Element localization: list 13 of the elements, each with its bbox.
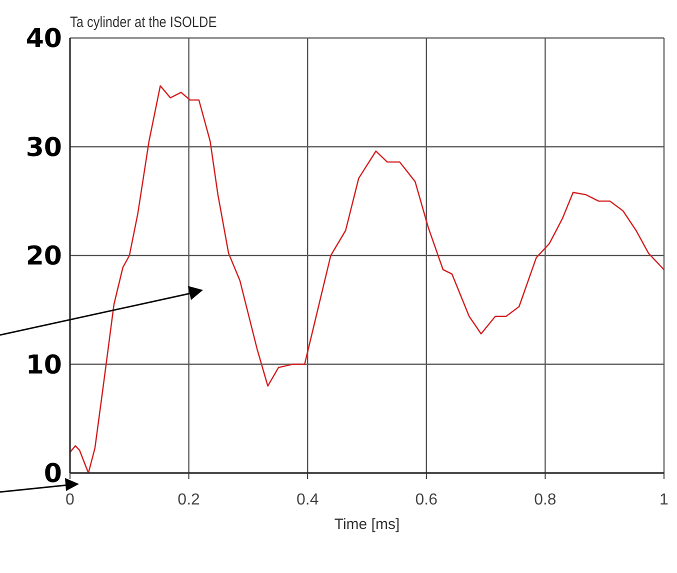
y-tick-label: 40 — [26, 24, 62, 54]
x-tick-label: 0.2 — [178, 491, 200, 508]
x-tick-label: 1 — [660, 491, 669, 508]
y-tick-label: 10 — [26, 350, 62, 380]
x-tick-label: 0 — [66, 491, 75, 508]
x-tick-label: 0.8 — [534, 491, 556, 508]
x-tick-label: 0.6 — [415, 491, 438, 508]
y-tick-label: 20 — [26, 242, 62, 272]
y-tick-label: 0 — [44, 459, 62, 490]
x-tick-label: 0.4 — [296, 491, 319, 508]
y-tick-label: 30 — [26, 132, 62, 163]
chart-title: Ta cylinder at the ISOLDE — [70, 14, 217, 31]
x-axis-title: Time [ms] — [334, 516, 400, 533]
